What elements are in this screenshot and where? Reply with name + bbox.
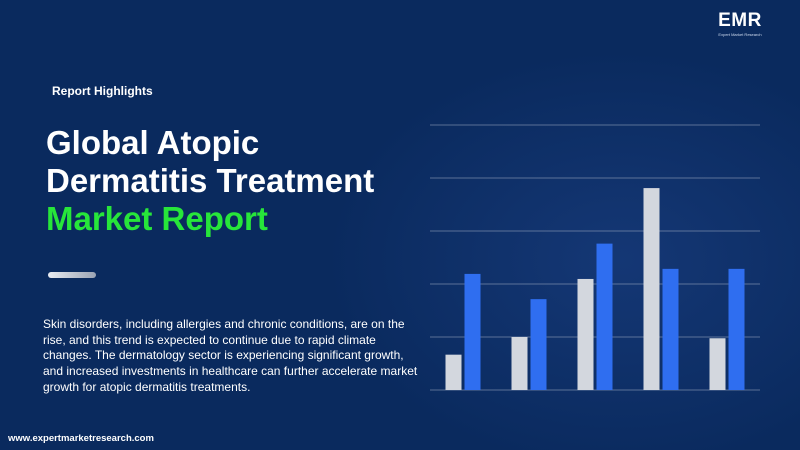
bar-series-2-group-2 [530, 299, 547, 390]
title-line-1: Global Atopic [46, 124, 260, 161]
bar-series-1-group-3 [577, 278, 594, 390]
bar-series-2-group-5 [728, 268, 745, 390]
emr-logo: EMR Expert Market Research [710, 10, 770, 38]
logo-mark: EMR [718, 10, 762, 31]
title-line-3: Market Report [46, 200, 268, 237]
bar-series-1-group-1 [445, 354, 462, 390]
bar-chart [430, 124, 760, 391]
logo-tagline: Expert Market Research [718, 32, 762, 37]
website-link[interactable]: www.expertmarketresearch.com [8, 433, 154, 444]
report-description: Skin disorders, including allergies and … [43, 317, 418, 394]
title-line-2: Dermatitis Treatment [46, 162, 375, 199]
title-divider [48, 272, 96, 278]
bar-series-2-group-3 [596, 243, 613, 390]
report-highlights-label: Report Highlights [52, 84, 153, 98]
bar-series-1-group-2 [511, 337, 528, 390]
bar-series-2-group-4 [662, 268, 679, 390]
page-title: Global Atopic Dermatitis Treatment Marke… [46, 124, 374, 238]
bar-series-2-group-1 [464, 273, 481, 390]
bar-series-1-group-4 [643, 188, 660, 390]
bar-series-1-group-5 [709, 338, 726, 390]
